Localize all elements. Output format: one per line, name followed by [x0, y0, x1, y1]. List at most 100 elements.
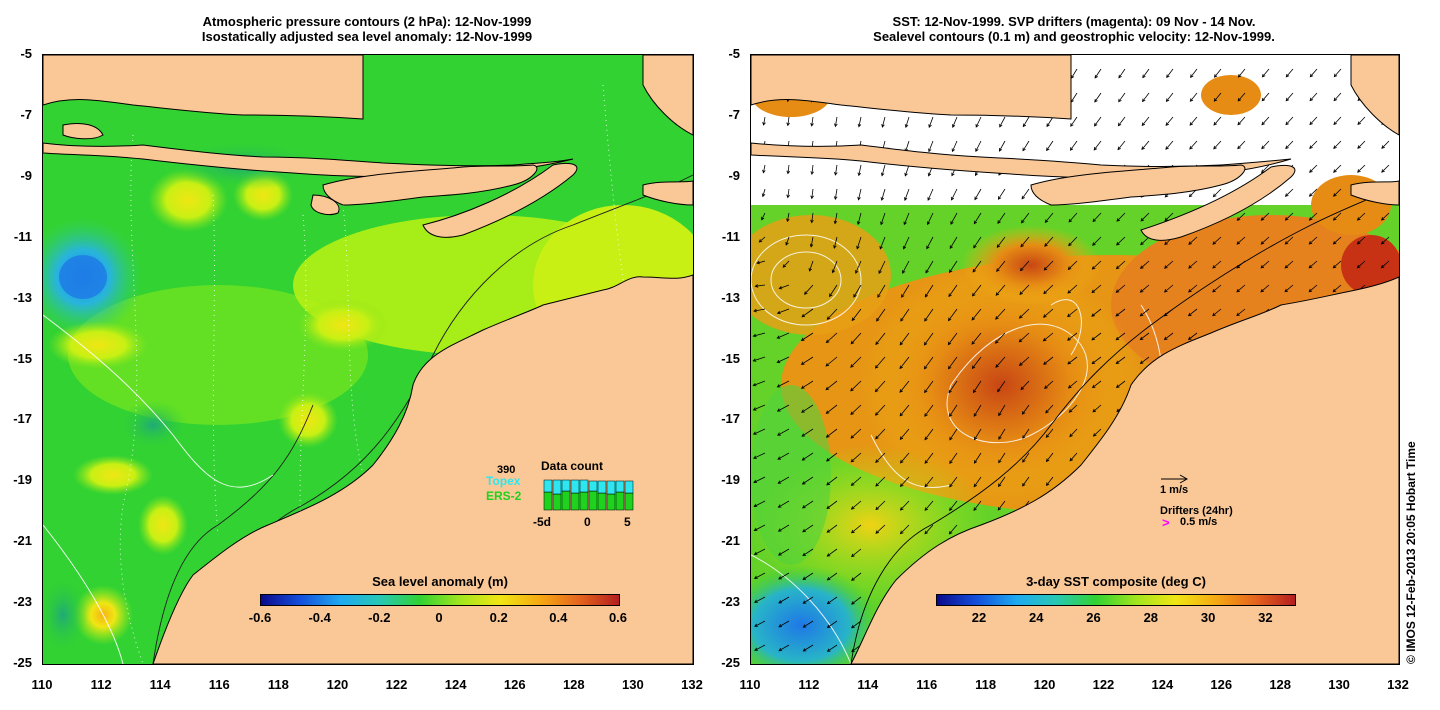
velocity-arrow-head — [1043, 266, 1048, 271]
velocity-arrow — [787, 188, 790, 198]
velocity-arrow-head — [1139, 265, 1144, 269]
velocity-arrow-head — [778, 623, 783, 628]
velocity-arrow — [826, 428, 838, 438]
velocity-arrow-head — [1188, 288, 1192, 293]
sea-level-anomaly-map[interactable] — [42, 54, 694, 665]
velocity-arrow — [1357, 164, 1366, 173]
y-tick-label: -19 — [13, 472, 32, 488]
velocity-arrow-head — [1022, 147, 1026, 152]
new-guinea-coast — [1350, 55, 1399, 136]
velocity-arrow — [996, 236, 1006, 248]
velocity-arrow-head — [833, 245, 837, 249]
velocity-arrow — [851, 596, 862, 605]
velocity-arrow — [787, 164, 790, 174]
velocity-arrow-head — [924, 436, 928, 441]
velocity-arrow — [1308, 260, 1318, 269]
velocity-arrow-head — [875, 506, 880, 511]
velocity-arrow — [825, 380, 838, 391]
velocity-arrow — [1019, 308, 1030, 319]
velocity-arrow-head — [1093, 146, 1098, 151]
x-tick-label: 128 — [562, 677, 585, 692]
velocity-arrow-head — [856, 221, 861, 226]
left-panel-title: Atmospheric pressure contours (2 hPa): 1… — [42, 14, 692, 44]
velocity-arrow — [925, 260, 934, 274]
velocity-arrow — [801, 308, 814, 318]
velocity-arrow — [1092, 260, 1102, 270]
velocity-arrow — [777, 380, 790, 388]
velocity-arrow-head — [851, 553, 855, 558]
velocity-arrow — [1213, 188, 1222, 197]
velocity-arrow — [1022, 452, 1030, 463]
velocity-arrow-head — [777, 552, 782, 556]
velocity-arrow-head — [1357, 145, 1361, 149]
velocity-arrow-head — [776, 310, 781, 315]
velocity-arrow-head — [1381, 169, 1385, 173]
velocity-arrow — [1165, 116, 1174, 126]
colorbar-tick-label: 24 — [1029, 610, 1044, 625]
velocity-arrow-head — [949, 507, 953, 511]
velocity-arrow — [779, 284, 790, 289]
velocity-arrow — [1188, 332, 1198, 340]
velocity-arrow — [1094, 92, 1102, 103]
velocity-arrow — [948, 284, 958, 297]
australia-landmass — [850, 276, 1399, 664]
timor-island — [1140, 164, 1296, 241]
velocity-arrow — [1261, 92, 1270, 102]
velocity-arrow — [754, 524, 766, 531]
velocity-arrow — [1357, 260, 1366, 269]
timor-island — [422, 162, 578, 238]
velocity-arrow — [754, 548, 766, 555]
velocity-arrow-head — [1236, 241, 1241, 245]
velocity-arrow — [827, 644, 838, 652]
velocity-arrow — [924, 332, 934, 346]
velocity-arrow-head — [777, 480, 782, 484]
velocity-arrow-head — [762, 169, 766, 174]
velocity-arrow-head — [1165, 146, 1169, 150]
velocity-arrow — [1091, 284, 1102, 293]
velocity-arrow-head — [776, 335, 781, 339]
velocity-arrow — [1309, 236, 1318, 245]
y-tick-label: -7 — [728, 106, 740, 122]
velocity-arrow-head — [899, 412, 904, 417]
velocity-arrow — [1116, 356, 1126, 364]
velocity-arrow-head — [754, 599, 758, 603]
velocity-arrow — [1188, 236, 1198, 245]
velocity-arrow-head — [761, 193, 766, 198]
velocity-arrow-head — [1067, 290, 1071, 294]
x-tick-label: 110 — [739, 677, 761, 692]
velocity-arrow — [1141, 140, 1150, 150]
velocity-arrow-head — [1020, 219, 1025, 224]
warm-sst-core — [961, 225, 1101, 305]
x-tick-label: 132 — [1387, 677, 1409, 692]
velocity-arrow-head — [802, 576, 807, 580]
velocity-arrow-head — [1308, 240, 1313, 245]
velocity-arrow-head — [997, 220, 1001, 224]
x-tick-label: 120 — [1033, 677, 1056, 692]
x-tick-label: 124 — [1151, 677, 1174, 692]
velocity-arrow — [950, 212, 958, 225]
velocity-arrow-head — [975, 172, 979, 177]
velocity-arrow-head — [761, 216, 765, 221]
sst-map[interactable] — [750, 54, 1400, 665]
velocity-arrow — [1045, 428, 1054, 438]
velocity-arrow — [1140, 212, 1150, 222]
velocity-arrow-head — [924, 389, 928, 394]
velocity-arrow-head — [753, 455, 757, 459]
y-tick-label: -13 — [13, 289, 32, 305]
velocity-arrow-head — [948, 530, 953, 535]
velocity-arrow-head — [1094, 74, 1098, 79]
velocity-arrow-head — [1043, 290, 1047, 295]
velocity-arrow — [1262, 68, 1270, 78]
velocity-arrow-head — [1142, 74, 1146, 79]
velocity-arrow — [1046, 452, 1054, 462]
velocity-arrow-head — [928, 124, 932, 128]
velocity-arrow — [924, 356, 934, 370]
colorbar-tick-label: 0.2 — [489, 610, 508, 625]
velocity-arrow-head — [801, 457, 806, 461]
velocity-arrow-head — [800, 385, 805, 389]
velocity-arrow — [856, 236, 862, 249]
velocity-arrow-head — [777, 456, 781, 460]
velocity-arrow-head — [950, 221, 954, 225]
velocity-arrow-head — [810, 122, 814, 127]
velocity-arrow — [1093, 140, 1102, 151]
